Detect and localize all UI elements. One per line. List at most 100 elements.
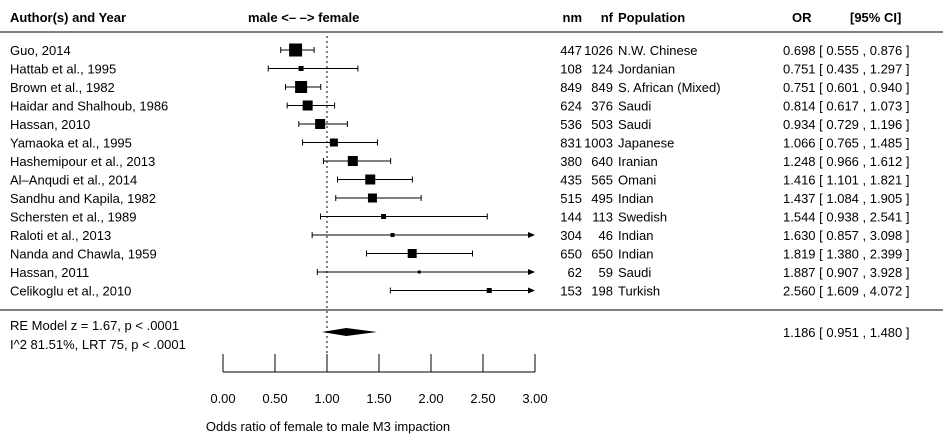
study-nf: 565: [591, 173, 613, 188]
study-row: Hashemipour et al., 2013 380 640 Iranian 1.2…: [10, 154, 910, 169]
study-author: Al–Anqudi et al., 2014: [10, 173, 137, 188]
study-population: Saudi: [618, 117, 651, 132]
point-estimate: [381, 214, 387, 219]
header-ci: [95% CI]: [850, 10, 901, 25]
study-row: Guo, 2014 447 1026 N.W. Chinese 0.698 [ 0.55…: [10, 43, 910, 58]
study-nm: 108: [560, 62, 582, 77]
study-nf: 849: [591, 80, 613, 95]
study-nf: 640: [591, 154, 613, 169]
study-row: Hassan, 2010 536 503 Saudi 0.934 [ 0.729 , 1…: [10, 117, 910, 132]
study-row: Celikoglu et al., 2010 153 198 Turkish 2.560…: [10, 284, 910, 299]
study-nf: 376: [591, 99, 613, 114]
axis-tick-label: 1.00: [314, 391, 339, 406]
study-or-ci: 1.887 [ 0.907 , 3.928 ]: [783, 265, 910, 280]
point-estimate: [295, 81, 308, 93]
study-or-ci: 0.698 [ 0.555 , 0.876 ]: [783, 43, 910, 58]
study-nf: 495: [591, 191, 613, 206]
study-row: Hattab et al., 1995 108 124 Jordanian 0.751 …: [10, 62, 910, 77]
study-nm: 153: [560, 284, 582, 299]
point-estimate: [365, 174, 376, 185]
study-or-ci: 1.544 [ 0.938 , 2.541 ]: [783, 210, 910, 225]
study-author: Hassan, 2010: [10, 117, 90, 132]
study-row: Al–Anqudi et al., 2014 435 565 Omani 1.416 […: [10, 173, 910, 188]
study-population: Indian: [618, 228, 653, 243]
study-nf: 1026: [584, 43, 613, 58]
study-population: Indian: [618, 247, 653, 262]
study-author: Hassan, 2011: [10, 265, 89, 280]
study-nf: 124: [591, 62, 613, 77]
study-population: Saudi: [618, 99, 651, 114]
study-or-ci: 2.560 [ 1.609 , 4.072 ]: [783, 284, 910, 299]
study-row: Haidar and Shalhoub, 1986 624 376 Saudi 0.81…: [10, 99, 910, 114]
study-author: Hattab et al., 1995: [10, 62, 116, 77]
study-row: Hassan, 2011 62 59 Saudi 1.887 [ 0.907 , 3.9…: [10, 265, 910, 280]
ci-arrow: [528, 232, 535, 238]
study-nm: 849: [560, 80, 582, 95]
axis-tick-label: 1.50: [366, 391, 391, 406]
point-estimate: [417, 270, 421, 274]
study-row: Brown et al., 1982 849 849 S. African (Mixe…: [10, 80, 910, 95]
axis-tick-label: 0.00: [210, 391, 235, 406]
study-nf: 59: [599, 265, 613, 280]
study-author: Hashemipour et al., 2013: [10, 154, 155, 169]
study-population: N.W. Chinese: [618, 43, 697, 58]
axis-tick-label: 2.50: [470, 391, 495, 406]
study-author: Nanda and Chawla, 1959: [10, 247, 157, 262]
header-author: Author(s) and Year: [10, 10, 126, 25]
model-line: RE Model z = 1.67, p < .0001: [10, 318, 179, 333]
study-or-ci: 1.066 [ 0.765 , 1.485 ]: [783, 136, 910, 151]
study-or-ci: 1.819 [ 1.380 , 2.399 ]: [783, 247, 910, 262]
heterogeneity-line: I^2 81.51%, LRT 75, p < .0001: [10, 337, 186, 352]
column-header: Author(s) and Year male <– –> female nm …: [10, 10, 901, 25]
study-author: Sandhu and Kapila, 1982: [10, 191, 156, 206]
pooled-or-ci: 1.186 [ 0.951 , 1.480 ]: [783, 325, 910, 340]
study-nf: 503: [591, 117, 613, 132]
study-nm: 624: [560, 99, 582, 114]
study-or-ci: 0.934 [ 0.729 , 1.196 ]: [783, 117, 910, 132]
study-population: Japanese: [618, 136, 674, 151]
study-population: Turkish: [618, 284, 660, 299]
point-estimate: [407, 249, 417, 258]
study-nf: 1003: [584, 136, 613, 151]
study-population: Omani: [618, 173, 656, 188]
study-population: Indian: [618, 191, 653, 206]
study-author: Brown et al., 1982: [10, 80, 115, 95]
ci-arrow: [528, 287, 535, 294]
header-nm: nm: [563, 10, 583, 25]
study-population: S. African (Mixed): [618, 80, 721, 95]
point-estimate: [329, 138, 338, 147]
study-nm: 536: [560, 117, 582, 132]
study-row: Yamaoka et al., 1995 831 1003 Japanese 1.066…: [10, 136, 910, 151]
study-nf: 46: [599, 228, 613, 243]
axis-tick-label: 3.00: [522, 391, 547, 406]
study-nf: 198: [591, 284, 613, 299]
study-nm: 435: [560, 173, 582, 188]
study-author: Guo, 2014: [10, 43, 71, 58]
study-nm: 831: [560, 136, 582, 151]
header-nf: nf: [601, 10, 614, 25]
study-author: Schersten et al., 1989: [10, 210, 136, 225]
study-nm: 62: [568, 265, 582, 280]
axis-tick-label: 0.50: [262, 391, 287, 406]
study-rows: Guo, 2014 447 1026 N.W. Chinese 0.698 [ 0.55…: [10, 43, 910, 299]
study-or-ci: 1.416 [ 1.101 , 1.821 ]: [783, 173, 910, 188]
point-estimate: [486, 288, 492, 293]
x-axis: 0.00 0.50 1.00 1.50 2.00 2.50 3.00: [210, 354, 548, 406]
study-author: Yamaoka et al., 1995: [10, 136, 132, 151]
study-or-ci: 1.630 [ 0.857 , 3.098 ]: [783, 228, 910, 243]
study-nm: 304: [560, 228, 582, 243]
study-nf: 650: [591, 247, 613, 262]
study-author: Raloti et al., 2013: [10, 228, 111, 243]
study-nm: 144: [560, 210, 582, 225]
study-author: Haidar and Shalhoub, 1986: [10, 99, 168, 114]
study-nf: 113: [592, 210, 613, 225]
ci-arrow: [528, 269, 535, 275]
pooled-diamond: [321, 328, 377, 336]
point-estimate: [302, 100, 313, 111]
study-population: Swedish: [618, 210, 667, 225]
point-estimate: [298, 66, 304, 71]
study-or-ci: 0.751 [ 0.435 , 1.297 ]: [783, 62, 910, 77]
point-estimate: [367, 193, 377, 203]
point-estimate: [347, 156, 358, 166]
